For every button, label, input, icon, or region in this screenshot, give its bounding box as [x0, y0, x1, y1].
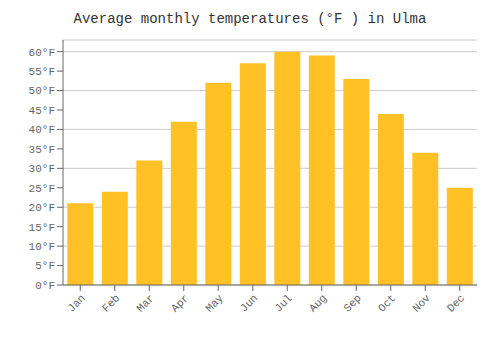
svg-text:30°F: 30°F — [29, 163, 55, 175]
svg-text:Jul: Jul — [272, 292, 294, 314]
svg-text:Feb: Feb — [100, 292, 122, 314]
svg-text:10°F: 10°F — [29, 241, 55, 253]
svg-text:Dec: Dec — [445, 292, 467, 314]
svg-text:Sep: Sep — [341, 292, 363, 314]
svg-text:50°F: 50°F — [29, 85, 55, 97]
svg-text:Oct: Oct — [376, 292, 398, 314]
svg-text:Jun: Jun — [238, 292, 260, 314]
svg-text:20°F: 20°F — [29, 202, 55, 214]
svg-text:35°F: 35°F — [29, 144, 55, 156]
svg-text:45°F: 45°F — [29, 105, 55, 117]
svg-text:55°F: 55°F — [29, 66, 55, 78]
svg-text:0°F: 0°F — [35, 280, 55, 292]
svg-text:5°F: 5°F — [35, 260, 55, 272]
svg-text:Aug: Aug — [307, 292, 329, 314]
svg-text:15°F: 15°F — [29, 222, 55, 234]
svg-text:Jan: Jan — [65, 292, 87, 314]
html-text:Average monthly temperatures (: Average monthly temperatures (°F ) in Ul… — [73, 11, 427, 27]
svg-text:Mar: Mar — [134, 292, 156, 314]
svg-text:Nov: Nov — [410, 292, 433, 315]
svg-text:Apr: Apr — [169, 292, 191, 314]
svg-text:40°F: 40°F — [29, 124, 55, 136]
svg-text:25°F: 25°F — [29, 183, 55, 195]
svg-text:60°F: 60°F — [29, 47, 55, 59]
svg-text:May: May — [203, 292, 226, 315]
